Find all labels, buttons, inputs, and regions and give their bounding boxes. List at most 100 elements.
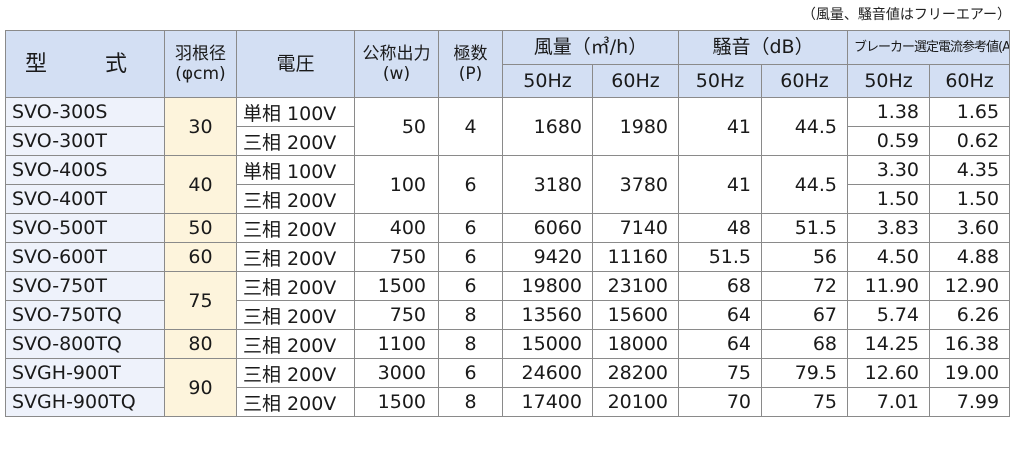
power-cell: 3000: [354, 358, 439, 388]
header-blade-diameter: 羽根径 (φcm): [164, 30, 237, 98]
header-noise-50hz: 50Hz: [678, 64, 763, 98]
airflow-60-cell: 11160: [591, 242, 680, 272]
noise-60-cell: 44.5: [761, 155, 849, 214]
poles-cell: 6: [438, 155, 503, 214]
model-cell: SVO-300S: [5, 97, 165, 127]
header-power: 公称出力 (w): [354, 30, 439, 98]
current-60-cell: 19.00: [929, 358, 1011, 388]
spec-note: （風量、騒音値はフリーエアー）: [801, 7, 1011, 23]
blade-cell: 30: [164, 97, 237, 156]
voltage-cell: 三相 200V: [236, 126, 355, 156]
model-cell: SVO-750T: [5, 271, 165, 301]
fan-spec-table: 型 式 羽根径 (φcm) 電圧 公称出力 (w) 極数 (P) 風量（㎥/h） 騒音…: [5, 30, 1011, 417]
current-50-cell: 1.38: [847, 97, 931, 127]
model-cell: SVO-300T: [5, 126, 165, 156]
current-50-cell: 5.74: [847, 300, 931, 330]
power-cell: 100: [354, 155, 439, 214]
noise-50-cell: 64: [678, 329, 763, 359]
model-cell: SVO-400T: [5, 184, 165, 214]
noise-60-cell: 67: [761, 300, 849, 330]
blade-cell: 80: [164, 329, 237, 359]
poles-cell: 8: [438, 329, 503, 359]
noise-50-cell: 68: [678, 271, 763, 301]
header-poles: 極数 (P): [438, 30, 503, 98]
current-60-cell: 12.90: [929, 271, 1011, 301]
airflow-50-cell: 6060: [502, 213, 593, 243]
current-50-cell: 7.01: [847, 387, 931, 417]
airflow-50-cell: 3180: [502, 155, 593, 214]
table-row: SVO-300S 30 単相 100V 50 4 1680 1980 41 44…: [5, 97, 1011, 156]
noise-50-cell: 41: [678, 155, 763, 214]
header-blade-line1: 羽根径: [175, 44, 226, 64]
power-cell: 1100: [354, 329, 439, 359]
current-60-cell: 4.88: [929, 242, 1011, 272]
header-poles-line2: (P): [458, 64, 483, 84]
current-60-cell: 4.35: [929, 155, 1011, 185]
poles-cell: 4: [438, 97, 503, 156]
power-cell: 750: [354, 242, 439, 272]
noise-50-cell: 64: [678, 300, 763, 330]
model-cell: SVO-400S: [5, 155, 165, 185]
blade-cell: 50: [164, 213, 237, 243]
power-cell: 50: [354, 97, 439, 156]
table-row: SVO-400T 三相 200V 1.50 1.50: [5, 184, 1011, 214]
blade-cell: 60: [164, 242, 237, 272]
voltage-cell: 三相 200V: [236, 271, 355, 301]
noise-50-cell: 48: [678, 213, 763, 243]
voltage-cell: 単相 100V: [236, 155, 355, 185]
voltage-cell: 三相 200V: [236, 387, 355, 417]
poles-cell: 6: [438, 358, 503, 388]
header-voltage: 電圧: [236, 30, 355, 98]
power-cell: 750: [354, 300, 439, 330]
noise-60-cell: 56: [761, 242, 849, 272]
header-air-50hz: 50Hz: [502, 64, 593, 98]
header-airflow: 風量（㎥/h）: [501, 30, 680, 65]
noise-50-cell: 75: [678, 358, 763, 388]
current-50-cell: 3.83: [847, 213, 931, 243]
current-60-cell: 0.62: [929, 126, 1011, 156]
airflow-60-cell: 20100: [591, 387, 680, 417]
airflow-60-cell: 3780: [591, 155, 680, 214]
voltage-cell: 三相 200V: [236, 213, 355, 243]
poles-cell: 6: [438, 271, 503, 301]
poles-cell: 6: [438, 213, 503, 243]
power-cell: 1500: [354, 387, 439, 417]
airflow-60-cell: 28200: [591, 358, 680, 388]
power-cell: 400: [354, 213, 439, 243]
model-cell: SVO-600T: [5, 242, 165, 272]
current-60-cell: 1.50: [929, 184, 1011, 214]
blade-cell: 40: [164, 155, 237, 214]
airflow-50-cell: 1680: [502, 97, 593, 156]
header-power-line1: 公称出力: [362, 44, 431, 64]
table-row: SVO-800TQ 80 三相 200V 1100 8 15000 18000 …: [5, 329, 1011, 359]
current-60-cell: 6.26: [929, 300, 1011, 330]
current-50-cell: 3.30: [847, 155, 931, 185]
voltage-cell: 単相 100V: [236, 97, 355, 127]
poles-cell: 8: [438, 387, 503, 417]
model-cell: SVO-500T: [5, 213, 165, 243]
airflow-50-cell: 19800: [502, 271, 593, 301]
airflow-50-cell: 13560: [502, 300, 593, 330]
airflow-50-cell: 15000: [502, 329, 593, 359]
current-60-cell: 7.99: [929, 387, 1011, 417]
airflow-60-cell: 7140: [591, 213, 680, 243]
noise-50-cell: 51.5: [678, 242, 763, 272]
voltage-cell: 三相 200V: [236, 242, 355, 272]
noise-50-cell: 70: [678, 387, 763, 417]
header-current: ブレーカー選定電流参考値(A): [847, 30, 1011, 65]
model-cell: SVO-800TQ: [5, 329, 165, 359]
current-50-cell: 0.59: [847, 126, 931, 156]
header-current-50hz: 50Hz: [847, 64, 931, 98]
header-noise: 騒音（dB）: [678, 30, 849, 65]
airflow-60-cell: 1980: [591, 97, 680, 156]
blade-cell: 90: [164, 358, 237, 417]
header-model: 型 式: [5, 30, 165, 98]
model-cell: SVGH-900TQ: [5, 387, 165, 417]
voltage-cell: 三相 200V: [236, 358, 355, 388]
table-row: SVO-750TQ 三相 200V 750 8 13560 15600 64 6…: [5, 300, 1011, 330]
current-60-cell: 1.65: [929, 97, 1011, 127]
noise-60-cell: 51.5: [761, 213, 849, 243]
header-power-line2: (w): [382, 64, 411, 84]
noise-60-cell: 68: [761, 329, 849, 359]
current-50-cell: 4.50: [847, 242, 931, 272]
